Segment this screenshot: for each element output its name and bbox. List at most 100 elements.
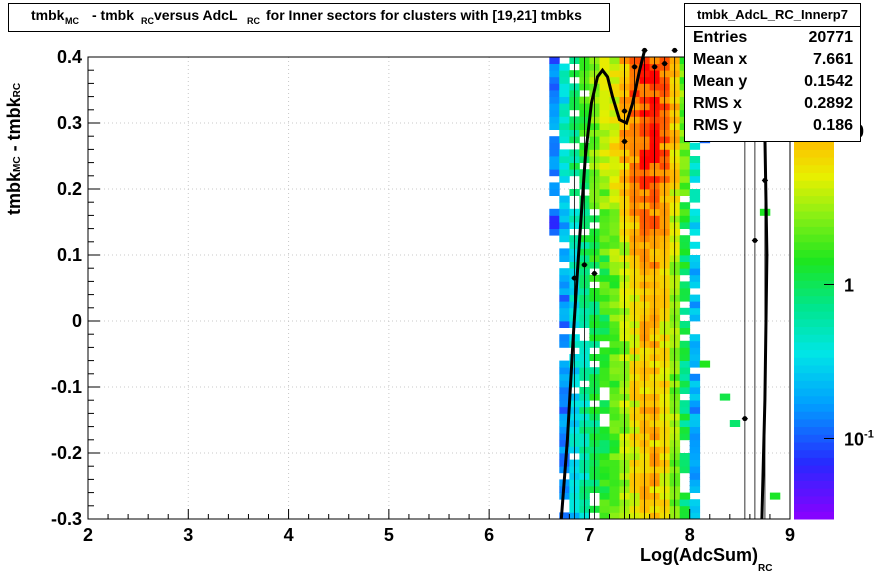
heatmap-cell	[609, 446, 620, 454]
palette-band	[794, 403, 834, 412]
heatmap-cell	[559, 129, 570, 137]
y-tick-label: 0.1	[57, 245, 82, 265]
heatmap-cell	[689, 499, 701, 507]
heatmap-cell	[689, 420, 701, 427]
heatmap-cell	[689, 380, 701, 388]
heatmap-cell	[599, 156, 610, 163]
x-tick-label: 4	[284, 525, 294, 545]
palette-band	[794, 311, 834, 320]
heatmap-cell	[609, 156, 620, 163]
heatmap-cell	[599, 307, 610, 315]
heatmap-cell	[599, 129, 610, 137]
heatmap-cell	[559, 76, 570, 84]
heatmap-cell	[599, 406, 610, 414]
heatmap-cell	[609, 420, 620, 427]
heatmap-cell	[549, 149, 560, 157]
fit-curve	[559, 50, 647, 520]
heatmap-cell	[559, 116, 570, 124]
y-tick-label: 0.4	[57, 47, 82, 67]
heatmap-cell	[609, 486, 620, 493]
heatmap-cell	[609, 413, 620, 421]
heatmap-cell	[609, 360, 620, 368]
heatmap-cell	[549, 162, 560, 170]
palette-band	[794, 211, 834, 220]
heatmap-cell	[689, 360, 701, 368]
heatmap-cell	[689, 466, 701, 474]
heatmap-cell	[609, 63, 620, 71]
heatmap-cell	[609, 426, 620, 434]
heatmap-cell	[679, 466, 691, 474]
chart-title: tmbk MC - tmbk RC versus AdcL RC for Inn…	[8, 3, 610, 32]
palette-band	[794, 334, 834, 343]
heatmap-cell	[679, 222, 691, 229]
heatmap-cell	[679, 387, 691, 394]
heatmap-cell	[599, 327, 610, 335]
y-tick-label: 0.2	[57, 179, 82, 199]
heatmap-cell	[679, 373, 691, 381]
heatmap-cell	[609, 499, 620, 507]
z-tick-label: 1	[844, 275, 854, 295]
heatmap-cell	[559, 373, 570, 381]
heatmap-cell	[599, 189, 610, 196]
heatmap-cell	[599, 268, 610, 276]
heatmap-cell	[609, 255, 620, 262]
heatmap-cell	[599, 215, 610, 223]
heatmap-cell	[599, 182, 610, 190]
heatmap-cell	[609, 274, 620, 282]
palette-band	[794, 349, 834, 358]
heatmap-cell	[599, 149, 610, 157]
heatmap-cell	[689, 255, 701, 262]
heatmap-cell	[559, 169, 570, 177]
heatmap-cell	[599, 505, 610, 513]
heatmap-cell	[689, 512, 701, 520]
heatmap-cell	[599, 195, 610, 203]
y-tick-label: 0	[72, 311, 82, 331]
heatmap-cell	[609, 393, 620, 401]
heatmap-cell	[679, 261, 691, 269]
heatmap-cell	[559, 215, 570, 223]
heatmap-cell	[609, 70, 620, 78]
heatmap-cell	[559, 83, 570, 91]
heatmap-cell	[549, 169, 560, 177]
heatmap-cell	[549, 228, 560, 236]
palette-band	[794, 503, 834, 512]
palette-band	[794, 264, 834, 274]
profile-point	[742, 416, 748, 422]
heatmap-cell	[609, 202, 620, 210]
heatmap-cell	[689, 347, 701, 355]
heatmap-cell	[599, 367, 610, 375]
heatmap-cell	[609, 228, 620, 236]
heatmap-cell	[609, 373, 620, 381]
palette-band	[794, 172, 834, 181]
y-tick-labels: -0.3 -0.2 -0.1 0 0.1 0.2 0.3 0.4	[51, 47, 82, 529]
heatmap-cell	[689, 156, 701, 163]
palette-band	[794, 465, 834, 474]
heatmap-cell	[679, 406, 691, 414]
heatmap-cell	[599, 479, 610, 487]
palette-band	[794, 295, 834, 304]
palette-band	[794, 365, 834, 374]
heatmap-cell	[599, 175, 610, 183]
heatmap-cell	[609, 123, 620, 130]
heatmap-cell	[599, 360, 610, 368]
heatmap-cell	[599, 459, 610, 467]
heatmap-cell	[559, 512, 570, 520]
heatmap-cell	[689, 274, 701, 282]
y-axis-label: tmbkMC - tmbkRC	[4, 82, 24, 215]
heatmap-cell	[729, 420, 741, 427]
y-tick-label: -0.1	[51, 377, 82, 397]
palette-band	[794, 249, 834, 258]
heatmap-cell	[609, 222, 620, 229]
heatmap-cell	[549, 103, 560, 111]
heatmap-cell	[599, 347, 610, 355]
heatmap-cell	[609, 387, 620, 394]
heatmap-cell	[689, 453, 701, 460]
heatmap-cell	[549, 215, 560, 223]
heatmap-cell	[599, 248, 610, 256]
palette-band	[794, 164, 834, 173]
heatmap-cell	[679, 327, 691, 335]
heatmap-cell	[609, 367, 620, 375]
palette-band	[794, 480, 834, 489]
heatmap-cell	[609, 340, 620, 348]
heatmap-cell	[599, 63, 610, 71]
